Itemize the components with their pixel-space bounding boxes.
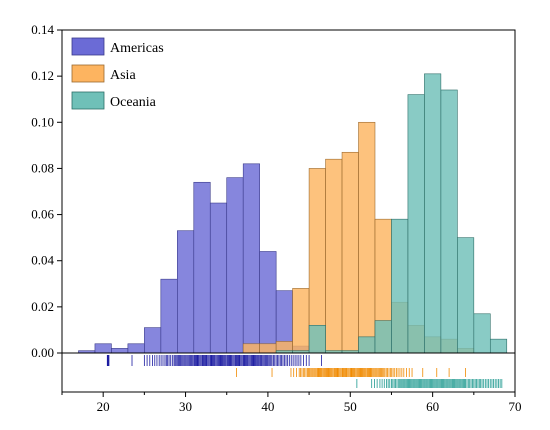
bar-americas-8 [209, 202, 228, 354]
bar-oceania-13 [489, 338, 508, 354]
bar-americas-4 [144, 327, 162, 354]
bar-americas-11 [259, 251, 277, 354]
series-americas-bars [78, 163, 326, 354]
bar-americas-9 [226, 177, 244, 354]
bar-oceania-11 [457, 237, 475, 354]
rug-layer [106, 355, 503, 388]
x-tick-label-1: 30 [179, 399, 192, 414]
x-tick-label-2: 40 [261, 399, 274, 414]
rug-oceania [356, 379, 503, 388]
axes-layer [61, 29, 516, 393]
bar-americas-1 [94, 343, 112, 354]
bar-asia-0 [242, 343, 260, 354]
histogram-bars-layer [78, 73, 508, 354]
bar-asia-1 [259, 343, 277, 354]
legend-label-asia: Asia [110, 68, 136, 83]
x-tick-label-4: 60 [426, 399, 439, 414]
ticks-layer: 0.00 0.02 0.04 0.06 0.08 0.10 0.12 0.14 20 30 40 50… [31, 22, 521, 414]
x-tick-label-3: 50 [344, 399, 357, 414]
y-tick-label-0: 0.00 [31, 345, 54, 360]
bar-americas-7 [193, 181, 211, 354]
x-tick-label-5: 70 [509, 399, 522, 414]
x-tick-label-0: 20 [97, 399, 110, 414]
series-oceania-bars [275, 73, 508, 354]
y-tick-label-4: 0.08 [31, 160, 54, 175]
legend-label-oceania: Oceania [110, 95, 157, 110]
bar-americas-5 [160, 278, 178, 354]
y-tick-label-3: 0.06 [31, 207, 54, 222]
legend-item-americas: Americas [71, 37, 164, 56]
bar-asia-3 [292, 288, 310, 354]
bar-americas-2 [111, 348, 129, 354]
y-tick-label-5: 0.10 [31, 114, 54, 129]
bar-oceania-5 [358, 336, 376, 354]
rug-americas [106, 355, 322, 366]
legend-label-americas: Americas [110, 41, 164, 56]
legend: Americas Asia Oceania [71, 37, 164, 110]
bar-oceania-6 [374, 320, 392, 354]
bar-americas-10 [242, 163, 260, 354]
bar-asia-5 [325, 158, 343, 354]
legend-item-oceania: Oceania [71, 91, 157, 110]
bar-oceania-2 [308, 325, 326, 354]
bar-oceania-10 [440, 89, 458, 354]
bar-oceania-7 [391, 218, 409, 354]
y-tick-label-1: 0.02 [31, 299, 54, 314]
bar-oceania-9 [424, 73, 442, 354]
bar-asia-7 [358, 121, 376, 354]
bar-oceania-12 [473, 313, 491, 354]
bar-americas-3 [127, 343, 145, 354]
y-tick-label-6: 0.12 [31, 68, 54, 83]
legend-swatch-oceania [71, 91, 105, 110]
rug-asia [236, 368, 466, 377]
bar-americas-6 [177, 230, 195, 354]
bar-asia-6 [341, 151, 359, 354]
bar-oceania-8 [407, 94, 425, 354]
y-tick-label-2: 0.04 [31, 253, 54, 268]
legend-swatch-americas [71, 37, 105, 56]
rug-frame [61, 352, 516, 393]
legend-item-asia: Asia [71, 64, 136, 83]
y-tick-label-7: 0.14 [31, 22, 54, 37]
legend-swatch-asia [71, 64, 105, 83]
